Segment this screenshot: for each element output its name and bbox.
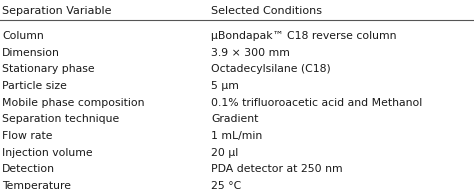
Text: Flow rate: Flow rate: [2, 131, 53, 141]
Text: Column: Column: [2, 31, 44, 41]
Text: Mobile phase composition: Mobile phase composition: [2, 98, 145, 108]
Text: Stationary phase: Stationary phase: [2, 64, 95, 74]
Text: 1 mL/min: 1 mL/min: [211, 131, 262, 141]
Text: PDA detector at 250 nm: PDA detector at 250 nm: [211, 164, 343, 174]
Text: Separation Variable: Separation Variable: [2, 6, 112, 16]
Text: 5 μm: 5 μm: [211, 81, 239, 91]
Text: Selected Conditions: Selected Conditions: [211, 6, 322, 16]
Text: μBondapak™ C18 reverse column: μBondapak™ C18 reverse column: [211, 31, 396, 41]
Text: 25 °C: 25 °C: [211, 181, 241, 189]
Text: Particle size: Particle size: [2, 81, 67, 91]
Text: Gradient: Gradient: [211, 114, 258, 124]
Text: Separation technique: Separation technique: [2, 114, 119, 124]
Text: Injection volume: Injection volume: [2, 148, 93, 158]
Text: 20 μl: 20 μl: [211, 148, 238, 158]
Text: 3.9 × 300 mm: 3.9 × 300 mm: [211, 48, 290, 58]
Text: Temperature: Temperature: [2, 181, 72, 189]
Text: 0.1% trifluoroacetic acid and Methanol: 0.1% trifluoroacetic acid and Methanol: [211, 98, 422, 108]
Text: Dimension: Dimension: [2, 48, 60, 58]
Text: Detection: Detection: [2, 164, 55, 174]
Text: Octadecylsilane (C18): Octadecylsilane (C18): [211, 64, 331, 74]
